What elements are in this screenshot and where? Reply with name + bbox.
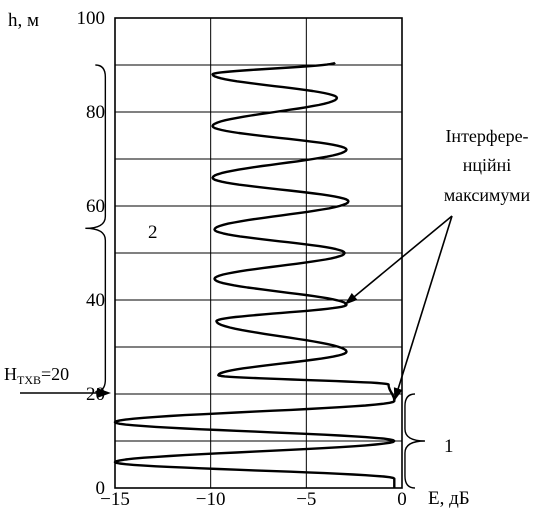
annotation-arrow-line <box>344 215 453 306</box>
annotation-arrowhead <box>344 292 358 305</box>
annotation-arrows <box>344 215 453 402</box>
annotation-arrow-line <box>393 215 453 402</box>
x-tick-label: −15 <box>100 489 130 510</box>
x-axis-label: E, дБ <box>428 488 470 509</box>
htxb-arrowhead <box>97 388 111 398</box>
x-tick-label: −10 <box>196 489 226 510</box>
y-tick-label: 60 <box>86 196 105 217</box>
y-tick-label: 0 <box>96 478 106 499</box>
grid <box>115 18 402 488</box>
plot-frame <box>114 17 403 489</box>
x-tick-label: −5 <box>296 489 316 510</box>
annotation-line-3: максимуми <box>444 185 531 205</box>
htxb-value: =20 <box>41 364 69 384</box>
x-tick-label: 0 <box>397 489 407 510</box>
series-line <box>113 61 396 489</box>
y-tick-label: 80 <box>86 102 105 123</box>
htxb-main: H <box>4 364 17 384</box>
y-axis-label: h, м <box>8 10 39 31</box>
brace-1-label: 1 <box>444 436 454 457</box>
brace-1 <box>404 393 425 489</box>
y-tick-label: 100 <box>77 8 106 29</box>
htxb-sub: ТХВ <box>17 373 41 387</box>
brace-2-label: 2 <box>148 222 158 243</box>
y-tick-label: 40 <box>86 290 105 311</box>
annotation-arrowhead <box>393 387 403 402</box>
annotation-line-2: нційні <box>463 155 512 175</box>
annotation-line-1: Інтерфере- <box>445 126 528 146</box>
htxb-label: HТХВ=20 <box>4 364 69 387</box>
